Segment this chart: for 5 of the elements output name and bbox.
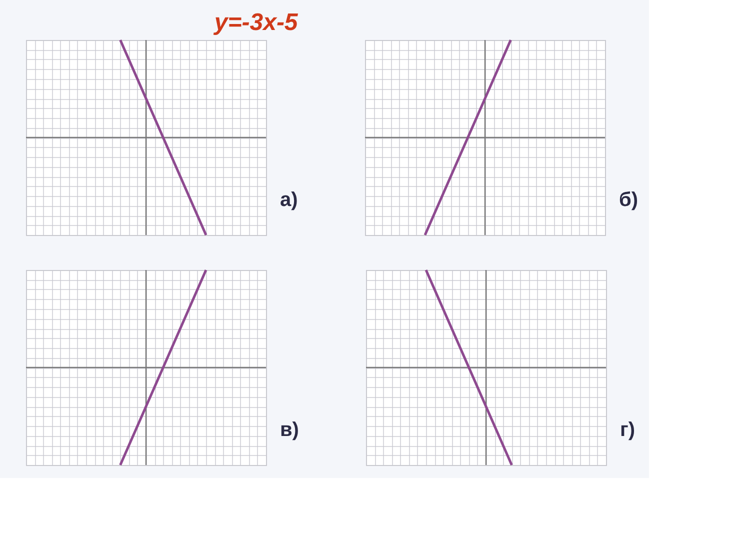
text: в) [280,418,299,441]
text: г) [620,418,635,441]
chart-title: y=-3x-5 [213,8,298,36]
text: б) [619,188,638,211]
text: а) [280,188,298,211]
